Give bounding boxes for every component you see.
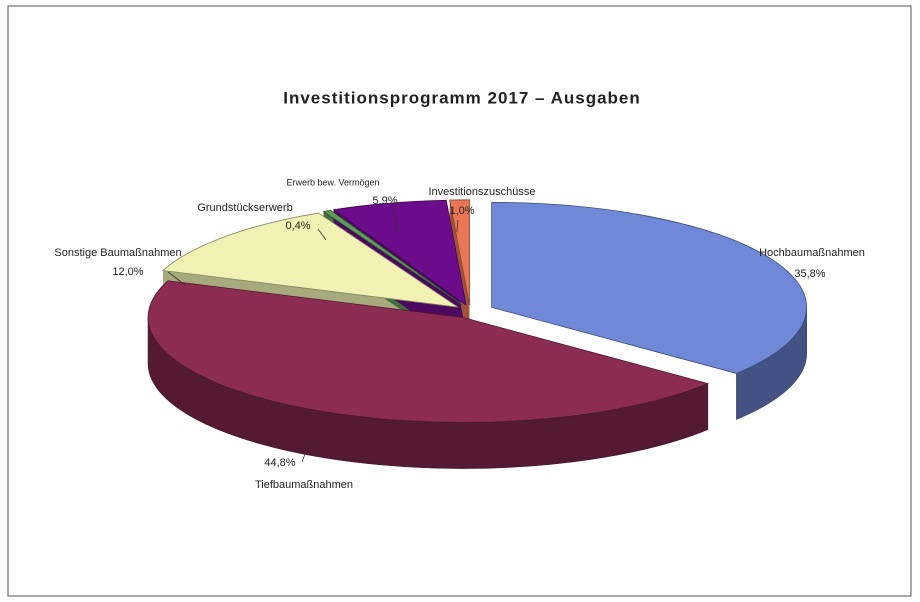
pie xyxy=(147,199,807,469)
slice xyxy=(322,209,464,306)
leader-line xyxy=(167,271,186,286)
labels: Hochbaumaßnahmen 35,8% Tiefbaumaßnahmen 44,… xyxy=(54,177,864,491)
leader-line xyxy=(301,445,309,463)
category-label: Investitionszuschüsse xyxy=(429,186,536,198)
chart-title: Investitionsprogramm 2017 – Ausgaben xyxy=(283,88,641,107)
leader-line xyxy=(317,228,327,241)
leader-line xyxy=(456,219,459,233)
slice xyxy=(332,199,467,306)
category-label: Grundstückserwerb xyxy=(197,202,292,214)
slice xyxy=(491,201,807,374)
category-label: Erwerb bew. Vermögen xyxy=(286,177,379,187)
leader-line xyxy=(391,205,399,233)
value-label: 1,0% xyxy=(449,205,474,217)
category-label: Hochbaumaßnahmen xyxy=(759,247,865,259)
value-label: 35,8% xyxy=(794,268,825,280)
slice xyxy=(147,280,710,423)
value-label: 44,8% xyxy=(264,457,295,469)
slice xyxy=(162,212,459,308)
value-label: 0,4% xyxy=(285,220,310,232)
slice xyxy=(449,199,470,305)
category-label: Sonstige Baumaßnahmen xyxy=(54,247,181,259)
value-label: 5,9% xyxy=(372,195,397,207)
value-label: 12,0% xyxy=(112,266,143,278)
category-label: Tiefbaumaßnahmen xyxy=(255,479,353,491)
